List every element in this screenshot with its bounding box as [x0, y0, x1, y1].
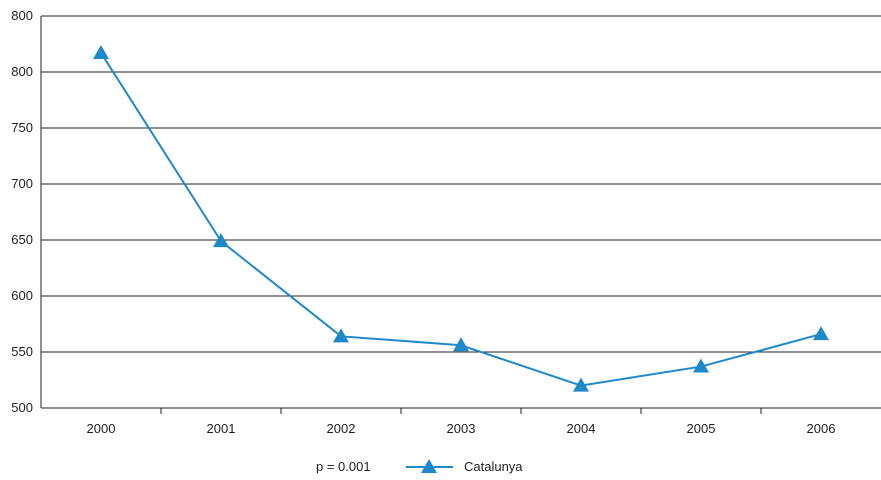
y-tick-label: 750 — [11, 120, 33, 135]
x-tick-label: 2005 — [687, 421, 716, 436]
legend-marker-triangle — [421, 459, 437, 473]
x-tick-label: 2002 — [327, 421, 356, 436]
data-point-triangle — [693, 358, 709, 373]
x-tick-label: 2004 — [567, 421, 596, 436]
series-line — [100, 52, 822, 387]
data-point-triangle — [813, 326, 829, 341]
y-tick-labels: 500 550 600 650 700 750 800 800 — [11, 8, 33, 415]
x-tick-label: 2006 — [807, 421, 836, 436]
x-tick-label: 2000 — [87, 421, 116, 436]
y-tick-label: 500 — [11, 400, 33, 415]
axes — [40, 16, 881, 414]
y-tick-label: 550 — [11, 344, 33, 359]
y-tick-label: 800 — [11, 8, 33, 23]
data-point-triangle — [213, 233, 229, 248]
data-point-triangle — [93, 44, 109, 59]
x-tick-label: 2001 — [207, 421, 236, 436]
legend-label: Catalunya — [464, 459, 523, 474]
grid-lines — [41, 15, 881, 353]
y-tick-label: 800 — [11, 64, 33, 79]
y-tick-label: 600 — [11, 288, 33, 303]
legend: p = 0.001 Catalunya — [316, 459, 523, 474]
data-point-triangle — [573, 377, 589, 392]
legend-note: p = 0.001 — [316, 459, 371, 474]
y-tick-label: 650 — [11, 232, 33, 247]
data-point-triangle — [453, 337, 469, 352]
x-tick-labels: 2000 2001 2002 2003 2004 2005 2006 — [87, 421, 836, 436]
series-catalunya — [93, 44, 829, 392]
x-tick-label: 2003 — [447, 421, 476, 436]
y-tick-label: 700 — [11, 176, 33, 191]
data-point-triangle — [333, 328, 349, 343]
